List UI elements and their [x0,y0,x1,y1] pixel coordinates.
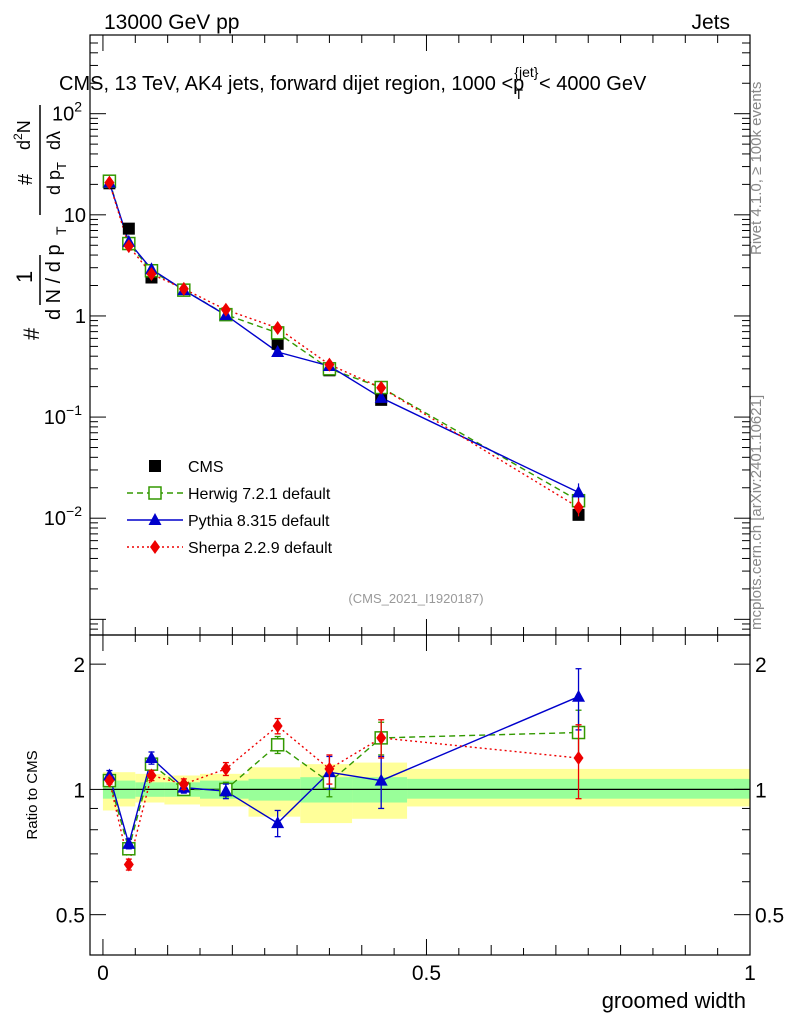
ratio-data-point [573,750,584,765]
energy-label: 13000 GeV pp [104,11,239,34]
svg-text:d p: d p [44,170,64,195]
x-tick-label: 0.5 [412,962,441,985]
ratio-data-point [144,750,158,763]
category-label: Jets [691,11,730,34]
main-series-line [108,180,579,502]
svg-text:d2N: d2N [11,120,34,150]
legend-label: Pythia 8.315 default [188,513,330,530]
ratio-data-point [146,768,157,783]
ratio-y-tick-label: 1 [73,779,85,802]
main-panel: 10−2 10−1 1 10 102 CMS, 13 TeV, AK4 jets, fo… [11,34,751,636]
ratio-data-point [122,836,136,849]
main-data-point [374,390,388,403]
ratio-data-point [271,816,285,829]
main-y-axis: 10−2 10−1 1 10 102 [44,34,750,636]
legend-label: CMS [188,459,224,476]
main-y-tick-label: 102 [52,99,82,126]
svg-text:dλ: dλ [44,131,64,150]
legend-marker [148,513,162,525]
main-data-point [122,222,135,235]
mcplots-label: mcplots.cern.ch [arXiv:2401.10621] [748,395,765,630]
svg-text:T: T [54,162,69,170]
main-data-point [572,485,586,498]
ratio-data-point [376,730,387,745]
ratio-panel: 0.5 0.5 1 1 2 2 0 0.5 1 Ratio to CMS groomed wid… [24,634,784,1013]
ratio-y-tick-label-right: 2 [755,654,767,677]
main-y-label: 1 d N / d p T # # d2N d p T dλ [11,105,69,340]
main-y-tick-label: 1 [75,306,86,328]
legend: CMS Herwig 7.2.1 default Pythia 8.315 defa… [127,459,333,557]
main-y-tick-label: 10−1 [44,402,82,429]
legend-marker [150,540,160,554]
ratio-axes: 0.5 0.5 1 1 2 2 0 0.5 1 [56,635,784,985]
main-data-point [271,345,285,358]
main-data-point [573,500,584,515]
legend-marker [149,460,161,472]
ratio-y-label: Ratio to CMS [24,750,41,839]
x-tick-label: 1 [744,962,756,985]
ratio-y-tick-label: 2 [73,654,85,677]
ratio-data-point [270,738,285,752]
ratio-y-tick-label-right: 0.5 [755,905,784,928]
main-series-line [108,182,579,508]
ratio-plot-area [102,668,750,872]
ratio-data-point [572,689,586,702]
ratio-data-point [272,719,283,734]
plot-title: CMS, 13 TeV, AK4 jets, forward dijet reg… [59,64,647,102]
x-tick-label: 0 [97,962,109,985]
main-plot-area [102,174,586,521]
main-data-point [178,281,189,296]
svg-text:#: # [15,173,37,185]
main-data-point [271,337,284,350]
main-y-tick-label: 10−2 [44,503,82,530]
main-data-point [220,302,231,317]
svg-text:d N / d p: d N / d p [43,244,65,320]
main-y-tick-label: 10 [64,205,86,227]
main-series-line [108,182,579,494]
main-x-axis [102,35,751,635]
ratio-data-point [178,777,189,792]
main-data-point [272,321,283,336]
legend-label: Sherpa 2.2.9 default [188,540,333,557]
ratio-y-tick-label-right: 1 [755,779,767,802]
legend-label: Herwig 7.2.1 default [188,486,331,503]
ratio-y-tick-label: 0.5 [56,905,85,928]
x-axis-label: groomed width [602,988,746,1013]
ratio-data-point [123,857,134,872]
ratio-frame [89,634,751,956]
ratio-data-point [104,773,115,788]
legend-marker [148,486,162,500]
main-data-point [123,239,134,254]
analysis-annotation: (CMS_2021_I1920187) [348,591,483,606]
ratio-data-point [220,761,231,776]
main-data-point [324,357,335,372]
ratio-data-point [324,761,335,776]
svg-text:1: 1 [12,271,37,283]
rivet-label: Rivet 4.1.0, ≥ 100k events [748,82,765,255]
main-data-point [146,266,157,281]
main-data-point [104,175,115,190]
main-data-point [376,380,387,395]
ratio-data-point [219,784,233,797]
svg-text:T: T [53,226,69,235]
svg-text:#: # [19,327,44,340]
ratio-data-point [374,773,388,786]
